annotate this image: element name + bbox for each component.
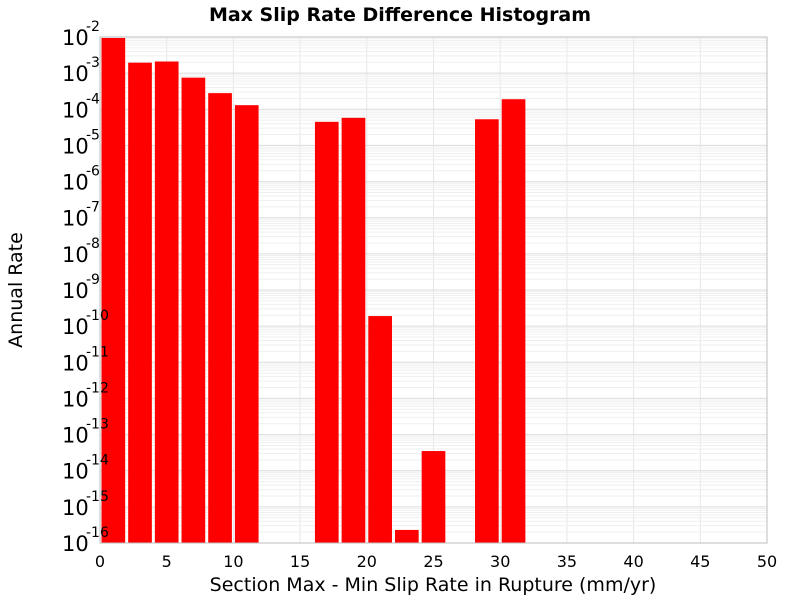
y-tick-base: 10 [62, 387, 89, 411]
histogram-bar [394, 529, 419, 543]
y-tick-base: 10 [62, 207, 89, 231]
y-tick-label: 10-3 [62, 55, 100, 86]
y-tick-label: 10-13 [62, 417, 109, 448]
y-tick-label: 10-11 [62, 344, 109, 375]
histogram-bar [475, 119, 499, 544]
y-tick-label: 10-8 [62, 236, 100, 267]
y-tick-exponent: -15 [86, 489, 109, 505]
x-axis-label: Section Max - Min Slip Rate in Rupture (… [210, 574, 657, 596]
y-tick-label: 10-10 [62, 308, 109, 339]
y-tick-base: 10 [62, 171, 89, 195]
y-tick-exponent: -5 [86, 127, 100, 143]
histogram-bar [154, 61, 179, 543]
y-tick-exponent: -11 [86, 344, 109, 360]
y-axis-ticks: 10-210-310-410-510-610-710-810-910-1010-… [62, 19, 109, 556]
x-tick-label: 45 [690, 552, 710, 571]
histogram-bar [128, 62, 152, 543]
y-tick-base: 10 [62, 26, 89, 50]
y-tick-exponent: -12 [86, 380, 109, 396]
y-tick-label: 10-16 [62, 525, 109, 556]
y-tick-base: 10 [62, 315, 89, 339]
y-tick-base: 10 [62, 496, 89, 520]
y-tick-base: 10 [62, 134, 89, 158]
bars [101, 37, 526, 544]
x-tick-label: 25 [423, 552, 443, 571]
x-tick-label: 5 [162, 552, 172, 571]
histogram-bar [234, 105, 259, 543]
y-tick-label: 10-12 [62, 380, 109, 411]
y-tick-label: 10-14 [62, 453, 109, 484]
x-tick-label: 0 [95, 552, 105, 571]
y-tick-label: 10-6 [62, 164, 100, 195]
x-tick-label: 35 [557, 552, 577, 571]
y-tick-exponent: -7 [86, 200, 100, 216]
x-tick-label: 10 [223, 552, 243, 571]
x-axis-ticks: 0 5 10 15 20 25 30 35 40 45 50 [95, 552, 777, 571]
histogram-bar [341, 117, 366, 543]
y-tick-label: 10-4 [62, 91, 100, 122]
y-tick-label: 10-15 [62, 489, 109, 520]
y-tick-base: 10 [62, 243, 89, 267]
plot-border [99, 36, 768, 544]
y-tick-exponent: -14 [86, 453, 109, 469]
y-tick-base: 10 [62, 424, 89, 448]
y-tick-label: 10-7 [62, 200, 100, 231]
y-tick-base: 10 [62, 532, 89, 556]
y-tick-exponent: -10 [86, 308, 109, 324]
y-tick-label: 10-5 [62, 127, 100, 158]
x-tick-label: 15 [290, 552, 310, 571]
histogram-bar [368, 316, 392, 543]
histogram-bar [314, 121, 339, 543]
histogram-bar [101, 37, 126, 543]
y-tick-exponent: -13 [86, 417, 109, 433]
histogram-bar [421, 451, 446, 543]
y-tick-base: 10 [62, 98, 89, 122]
y-tick-base: 10 [62, 460, 89, 484]
y-tick-exponent: -16 [86, 525, 109, 541]
y-tick-exponent: -4 [86, 91, 100, 107]
y-tick-exponent: -8 [86, 236, 100, 252]
x-tick-label: 40 [623, 552, 643, 571]
x-tick-label: 50 [757, 552, 777, 571]
histogram-bar [181, 77, 206, 543]
y-tick-exponent: -9 [86, 272, 100, 288]
x-tick-label: 20 [357, 552, 377, 571]
x-tick-label: 30 [490, 552, 510, 571]
chart-title: Max Slip Rate Difference Histogram [209, 4, 591, 26]
y-tick-base: 10 [62, 62, 89, 86]
y-tick-label: 10-2 [62, 19, 100, 50]
histogram-bar [208, 93, 232, 543]
y-tick-base: 10 [62, 351, 89, 375]
y-tick-exponent: -3 [86, 55, 100, 71]
y-tick-exponent: -2 [86, 19, 100, 35]
y-tick-label: 10-9 [62, 272, 100, 303]
y-tick-exponent: -6 [86, 164, 100, 180]
y-axis-label: Annual Rate [5, 232, 27, 348]
histogram-bar [501, 99, 526, 544]
y-tick-base: 10 [62, 279, 89, 303]
